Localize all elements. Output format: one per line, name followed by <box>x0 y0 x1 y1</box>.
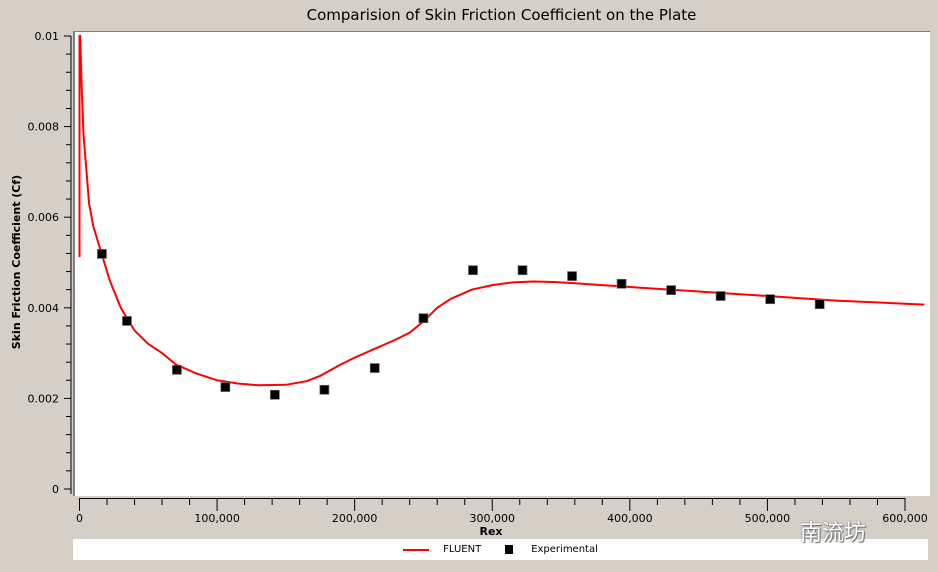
y-tick-label: 0.008 <box>28 121 60 134</box>
y-tick-label: 0.006 <box>28 211 60 224</box>
x-axis-label: Rex <box>479 525 502 538</box>
x-tick-label: 100,000 <box>194 512 240 525</box>
legend-experimental-swatch <box>505 545 514 554</box>
watermark: 南流坊 <box>800 521 867 546</box>
experimental-point <box>468 265 478 276</box>
y-axis-label: Skin Friction Coefficient (Cf) <box>10 175 23 349</box>
y-tick-label: 0 <box>52 483 59 496</box>
experimental-point <box>319 384 330 395</box>
experimental-point <box>418 313 429 324</box>
experimental-point <box>814 299 825 310</box>
x-tick-label: 500,000 <box>745 512 791 525</box>
x-tick-label: 400,000 <box>607 512 653 525</box>
chart-title: Comparision of Skin Friction Coefficient… <box>306 6 697 24</box>
experimental-point <box>666 285 676 295</box>
experimental-point <box>567 271 577 281</box>
x-tick-label: 200,000 <box>332 512 378 525</box>
experimental-point <box>220 382 231 392</box>
experimental-point <box>616 278 627 289</box>
x-tick-label: 600,000 <box>882 512 928 525</box>
x-tick-label: 300,000 <box>470 512 516 525</box>
fluent-line <box>78 35 925 387</box>
legend-fluent-swatch <box>403 548 430 551</box>
plot-area <box>73 31 930 496</box>
experimental-point <box>172 365 182 375</box>
experimental-point <box>715 291 726 301</box>
legend: FLUENT Experimental <box>73 539 928 560</box>
legend-fluent-label: FLUENT <box>443 544 482 555</box>
y-tick-label: 0.004 <box>28 302 60 315</box>
experimental-point <box>517 265 528 276</box>
y-tick-label: 0.01 <box>35 30 60 43</box>
experimental-point <box>122 316 132 326</box>
experimental-point <box>97 249 107 259</box>
y-tick-label: 0.002 <box>28 392 60 405</box>
x-tick-label: 0 <box>76 512 83 525</box>
legend-experimental-label: Experimental <box>531 544 598 555</box>
experimental-point <box>270 389 280 400</box>
experimental-point <box>765 294 776 305</box>
experimental-point <box>369 363 380 373</box>
